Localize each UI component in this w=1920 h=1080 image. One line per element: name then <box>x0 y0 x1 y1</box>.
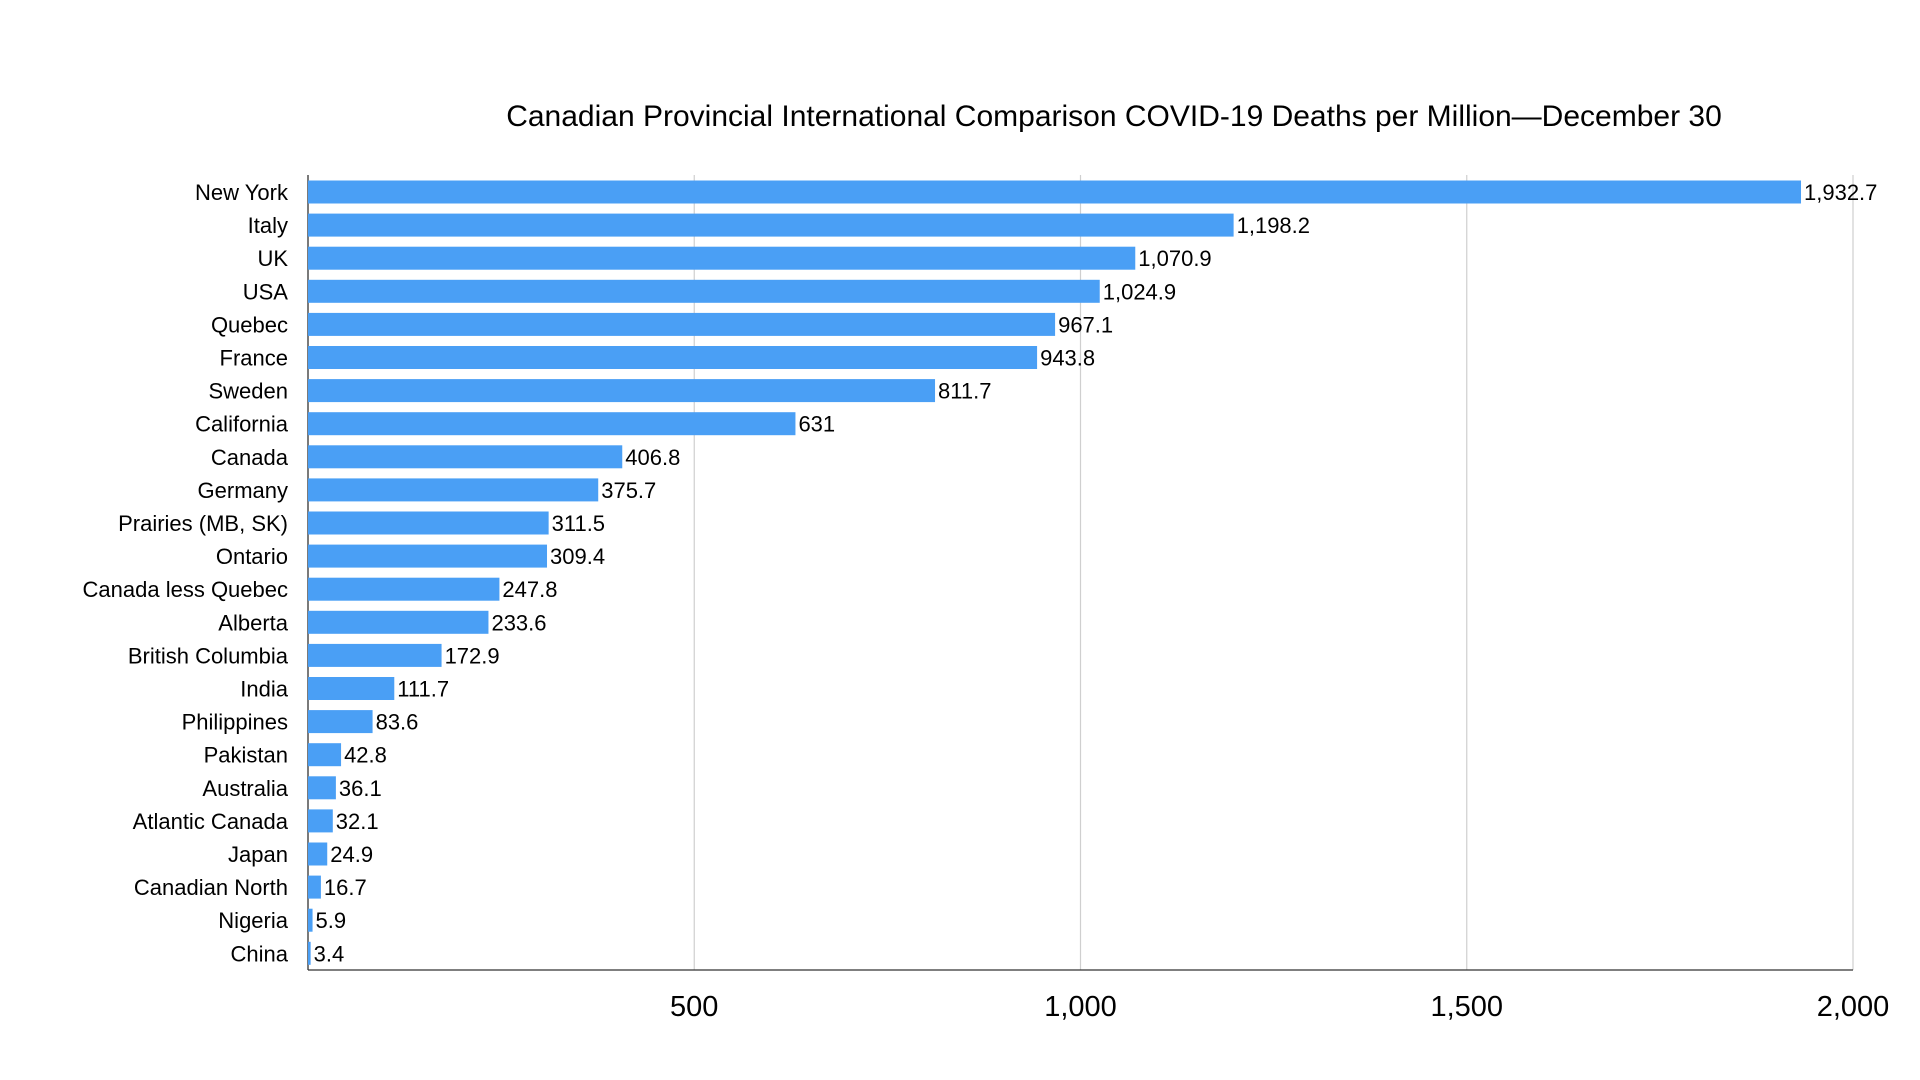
category-label: Japan <box>228 842 288 867</box>
gridlines <box>693 175 1854 970</box>
bar <box>308 809 333 833</box>
bar <box>308 445 623 469</box>
value-label: 3.4 <box>314 941 345 966</box>
bar <box>308 412 796 436</box>
category-label: Australia <box>202 776 288 801</box>
category-label: Italy <box>248 213 288 238</box>
category-label: Nigeria <box>218 908 288 933</box>
bar <box>308 478 599 502</box>
category-label: India <box>240 677 288 702</box>
value-label: 36.1 <box>339 776 382 801</box>
category-label: Alberta <box>218 610 288 635</box>
value-label: 5.9 <box>316 908 347 933</box>
bar <box>308 710 373 734</box>
value-label: 1,070.9 <box>1138 246 1211 271</box>
value-label: 311.5 <box>552 511 605 536</box>
bar <box>308 610 489 634</box>
category-label: China <box>231 941 289 966</box>
x-tick-label: 500 <box>670 991 718 1023</box>
bar <box>308 577 500 601</box>
value-label: 24.9 <box>330 842 373 867</box>
category-label: Canada less Quebec <box>83 577 288 602</box>
category-label: Canada <box>211 445 289 470</box>
bar <box>308 677 395 700</box>
value-label: 172.9 <box>445 643 500 668</box>
category-label: Quebec <box>211 312 288 337</box>
category-label: Pakistan <box>204 743 288 768</box>
category-label: Sweden <box>208 379 288 404</box>
category-label: Germany <box>198 478 288 503</box>
value-label: 1,932.7 <box>1804 180 1877 205</box>
chart-title: Canadian Provincial International Compar… <box>506 100 1722 133</box>
bar <box>308 743 342 767</box>
value-label: 309.4 <box>550 544 605 569</box>
category-label: Philippines <box>182 710 288 735</box>
bar <box>308 511 549 535</box>
value-label: 1,198.2 <box>1237 213 1310 238</box>
bar <box>308 213 1234 237</box>
value-label: 406.8 <box>625 445 680 470</box>
x-tick-label: 1,000 <box>1044 991 1117 1023</box>
value-label: 967.1 <box>1058 312 1113 337</box>
value-label: 233.6 <box>491 610 546 635</box>
category-label: UK <box>257 246 288 271</box>
axes <box>307 175 1853 971</box>
category-label: USA <box>243 279 289 304</box>
bar <box>308 180 1802 204</box>
category-label: France <box>220 346 288 371</box>
bar <box>308 875 321 899</box>
value-label: 16.7 <box>324 875 367 900</box>
bar <box>308 544 548 568</box>
bar <box>308 279 1100 303</box>
category-label: Prairies (MB, SK) <box>118 511 288 536</box>
value-label: 247.8 <box>502 577 557 602</box>
value-label: 32.1 <box>336 809 379 834</box>
bar <box>308 312 1056 336</box>
bar <box>308 941 311 965</box>
value-label: 1,024.9 <box>1103 279 1176 304</box>
bar <box>308 842 328 866</box>
value-label: 111.7 <box>397 677 449 702</box>
value-label: 943.8 <box>1040 346 1095 371</box>
category-label: British Columbia <box>128 643 289 668</box>
bar <box>308 908 313 932</box>
bar <box>308 379 936 403</box>
category-label: Canadian North <box>134 875 288 900</box>
bar <box>308 643 442 667</box>
value-label: 375.7 <box>601 478 656 503</box>
x-tick-label: 2,000 <box>1817 991 1890 1023</box>
category-label: California <box>195 412 289 437</box>
category-label: Ontario <box>216 544 288 569</box>
category-label: Atlantic Canada <box>133 809 289 834</box>
bar <box>308 246 1136 270</box>
bars <box>308 180 1802 965</box>
value-label: 42.8 <box>344 743 387 768</box>
labels: 500 1,000 1,500 2,000 New York 1,932.7 Italy 1,… <box>83 180 1890 1023</box>
bar <box>308 346 1038 369</box>
x-tick-label: 1,500 <box>1430 991 1503 1023</box>
bar <box>308 776 336 800</box>
value-label: 83.6 <box>376 710 419 735</box>
value-label: 811.7 <box>938 379 991 404</box>
value-label: 631 <box>798 412 835 437</box>
category-label: New York <box>195 180 289 205</box>
